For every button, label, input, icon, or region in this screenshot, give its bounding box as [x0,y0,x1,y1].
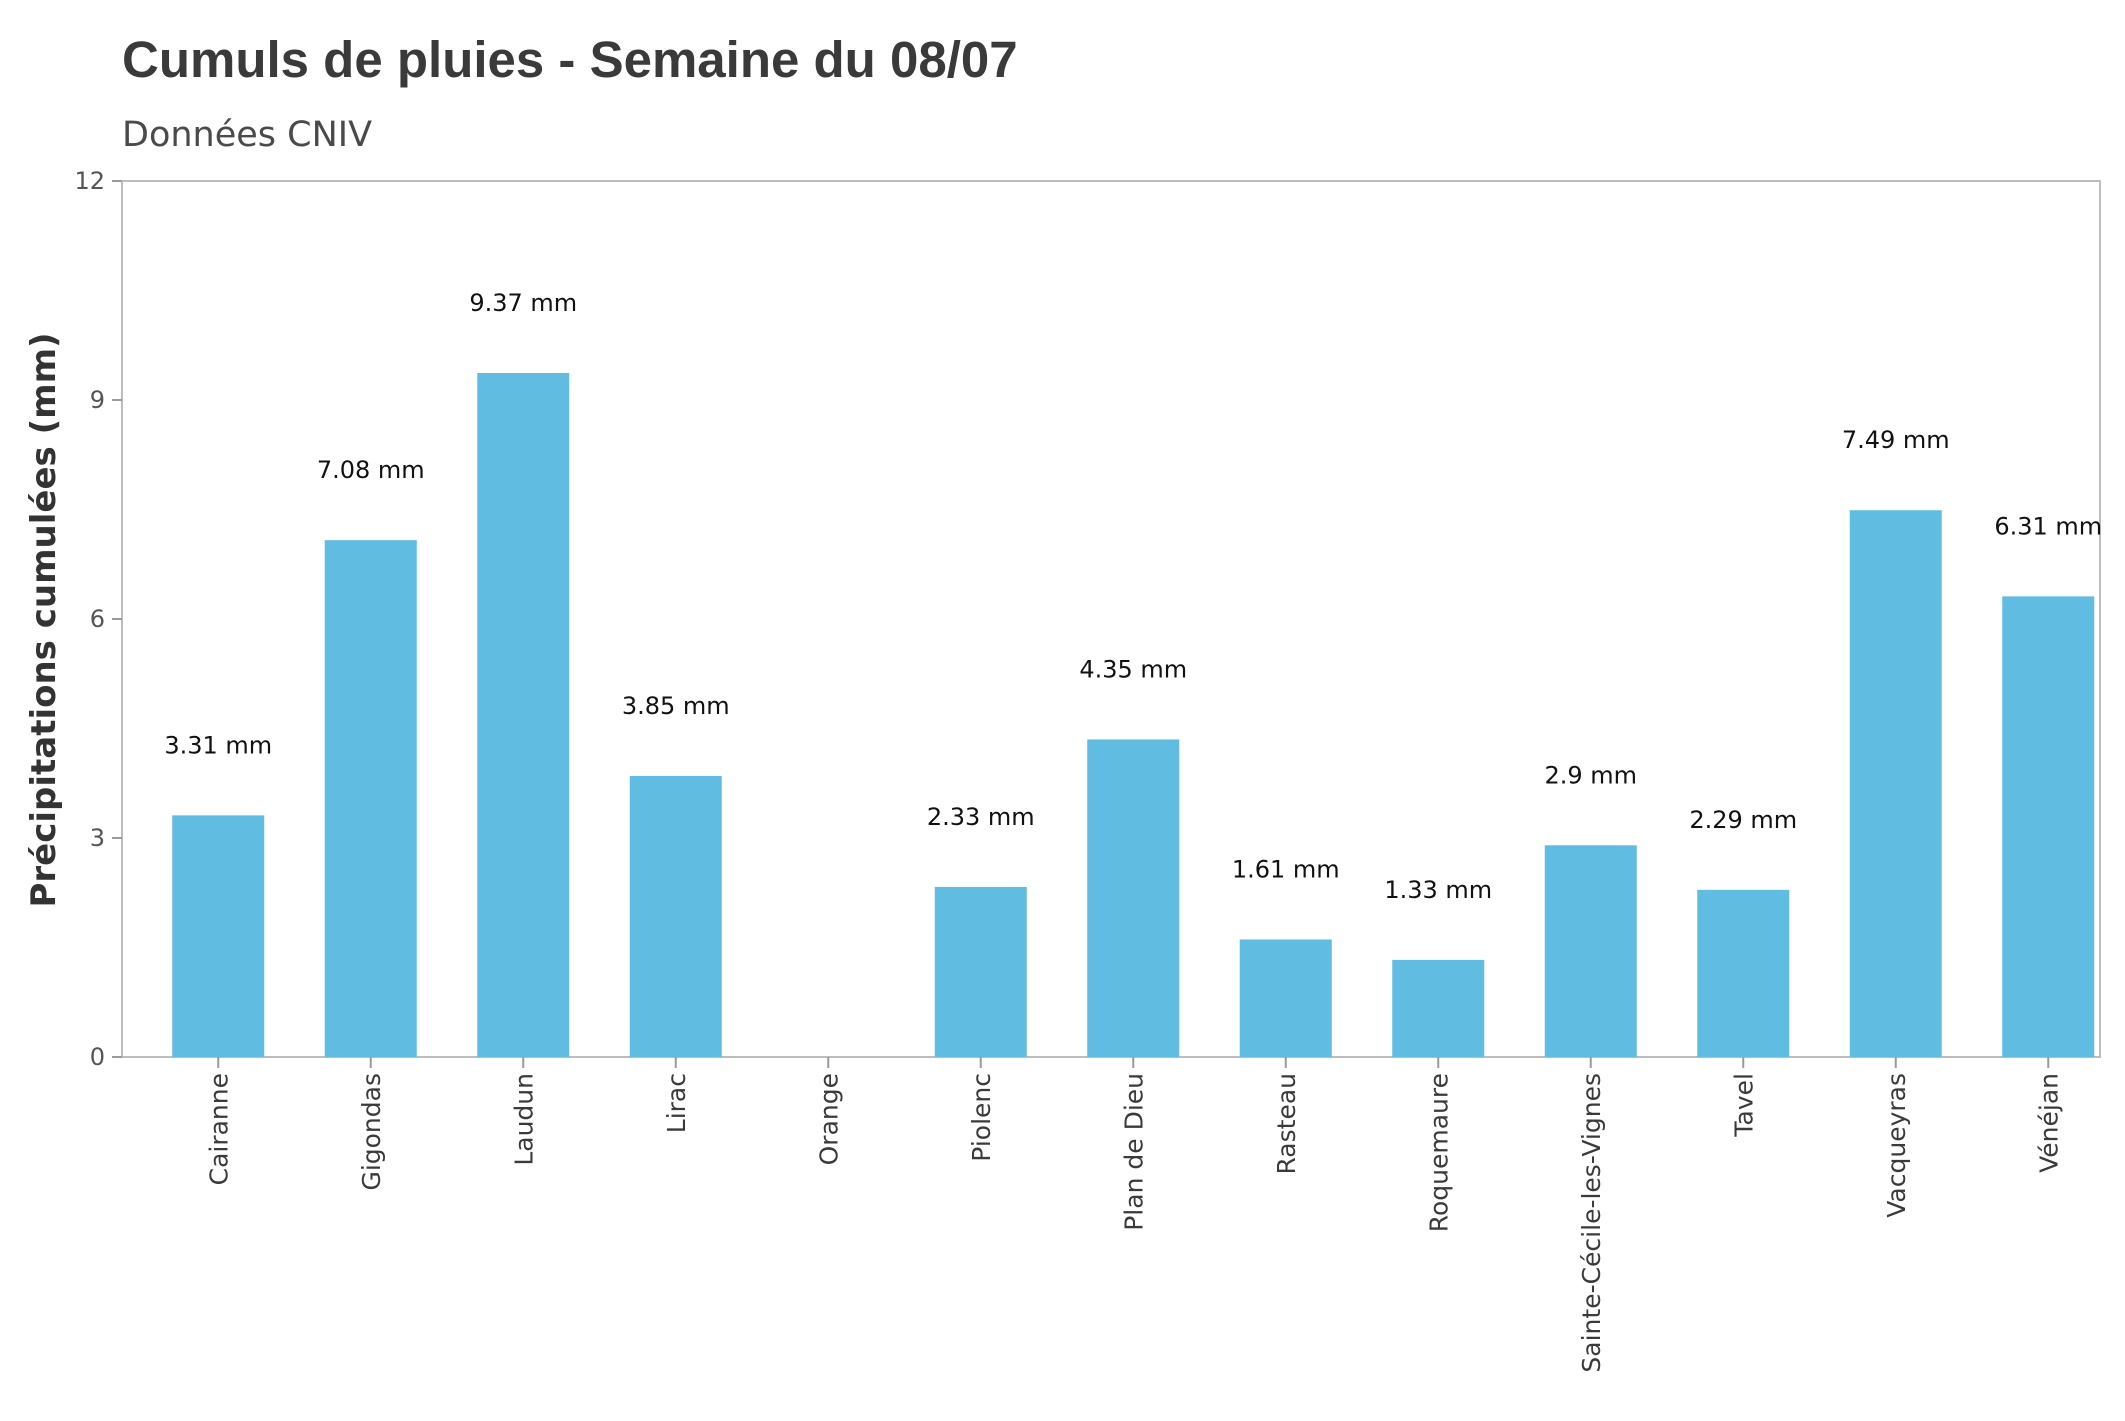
bar [1239,939,1332,1057]
x-tick-label: Tavel [1729,1073,1758,1138]
data-label: 3.85 mm [622,692,730,720]
x-tick-label: Lirac [662,1073,691,1133]
data-label: 3.31 mm [164,731,272,759]
data-label: 2.9 mm [1544,761,1637,789]
bar [1392,959,1485,1057]
bar-series [172,372,2095,1058]
x-tick-label: Plan de Dieu [1119,1073,1148,1231]
bar [477,372,570,1057]
bar [934,886,1027,1057]
data-label: 7.49 mm [1842,426,1950,454]
x-tick-label: Piolenc [967,1073,996,1162]
data-label: 9.37 mm [469,289,577,317]
y-tick-label: 6 [90,605,105,633]
bar [1849,510,1942,1058]
data-labels: 3.31 mm 7.08 mm 9.37 mm 3.85 mm 2.33 mm 4.35 … [164,289,2102,904]
data-label: 7.08 mm [317,456,425,484]
data-label: 1.33 mm [1384,876,1492,904]
chart-title: Cumuls de pluies - Semaine du 08/07 [122,31,1018,88]
y-axis-label: Précipitations cumulées (mm) [24,332,64,907]
bar [2002,596,2095,1057]
x-axis: Cairanne Gigondas Laudun Lirac Orange Piolenc… [204,1057,2063,1373]
x-tick-label: Orange [814,1073,843,1165]
data-label: 6.31 mm [1994,512,2102,540]
x-tick-label: Sainte-Cécile-les-Vignes [1577,1073,1606,1373]
bar [629,775,722,1057]
y-tick-label: 3 [90,824,105,852]
x-tick-label: Cairanne [204,1073,233,1185]
data-label: 2.33 mm [927,803,1035,831]
bar [324,540,417,1057]
bar [172,815,265,1057]
bar [1087,739,1180,1057]
x-tick-label: Vénéjan [2034,1073,2063,1173]
x-tick-label: Rasteau [1272,1073,1301,1175]
data-label: 2.29 mm [1689,806,1797,834]
x-tick-label: Vacqueyras [1882,1073,1911,1218]
bar [1544,845,1637,1057]
y-axis: 0 3 6 9 12 [74,167,122,1071]
data-label: 4.35 mm [1079,655,1187,683]
x-tick-label: Gigondas [357,1073,386,1191]
y-tick-label: 0 [90,1043,105,1071]
bar [1697,889,1790,1057]
chart-subtitle: Données CNIV [122,115,372,155]
data-label: 1.61 mm [1232,855,1340,883]
y-tick-label: 12 [74,167,105,195]
x-tick-label: Roquemaure [1424,1073,1453,1232]
x-tick-label: Laudun [509,1073,538,1166]
y-tick-label: 9 [90,386,105,414]
